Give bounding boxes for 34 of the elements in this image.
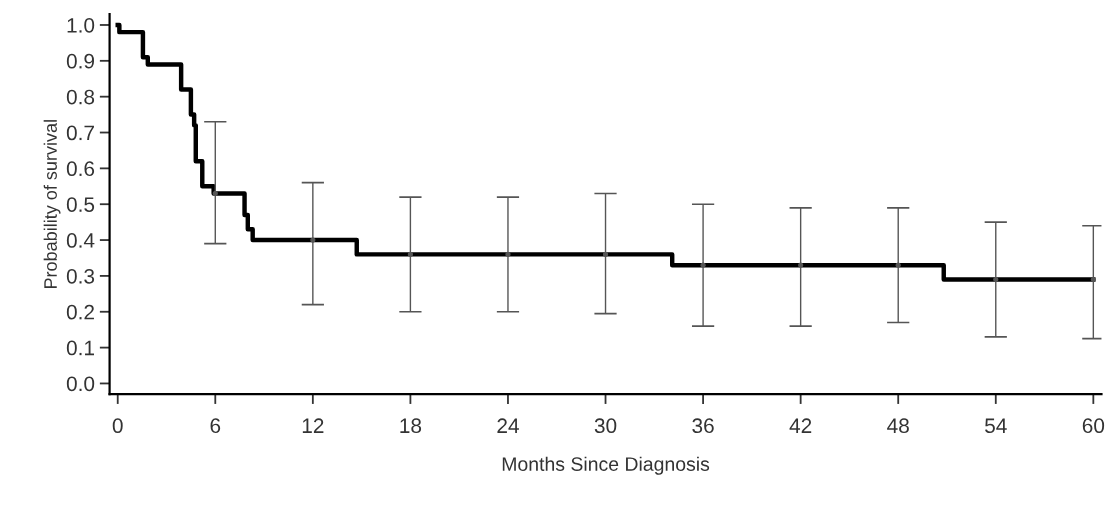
x-tick-label: 12 (302, 418, 324, 433)
x-tick-label: 30 (594, 418, 617, 434)
point (1090, 276, 1096, 283)
point (310, 237, 316, 243)
point (505, 251, 511, 257)
y-tick-label: 0.5 (66, 197, 95, 212)
y-tick-label: 0.4 (66, 233, 95, 248)
point (798, 262, 804, 268)
point (700, 262, 706, 268)
y-tick-label: 0.7 (66, 125, 94, 141)
y-tick-label: 0.1 (66, 340, 94, 356)
x-tick-label: 6 (210, 418, 221, 434)
x-tick-label: 60 (1082, 418, 1105, 434)
x-tick-label: 24 (497, 418, 519, 433)
y-tick-label: 0.0 (66, 376, 95, 392)
y-tick-label: 0.9 (66, 53, 95, 69)
x-tick-label: 54 (985, 418, 1007, 434)
x-tick-label: 36 (692, 418, 714, 434)
y-tick-label: 0.6 (66, 161, 95, 177)
point (895, 262, 901, 268)
y-tick-label: 0.3 (66, 268, 95, 284)
point (407, 251, 414, 257)
y-tick-label: 1.0 (67, 17, 95, 33)
x-tick-label: 18 (400, 418, 422, 434)
x-axis-title: Months Since Diagnosis (502, 456, 710, 475)
y-tick-label: 0.2 (66, 304, 94, 320)
point (212, 190, 218, 197)
x-tick-label: 42 (789, 418, 812, 433)
point (602, 251, 609, 257)
y-tick-label: 0.8 (66, 89, 95, 105)
point (993, 276, 999, 283)
y-axis-title: Probability of survival (43, 120, 61, 289)
x-tick-label: 0 (112, 418, 123, 434)
x-tick-label: 48 (887, 418, 909, 434)
